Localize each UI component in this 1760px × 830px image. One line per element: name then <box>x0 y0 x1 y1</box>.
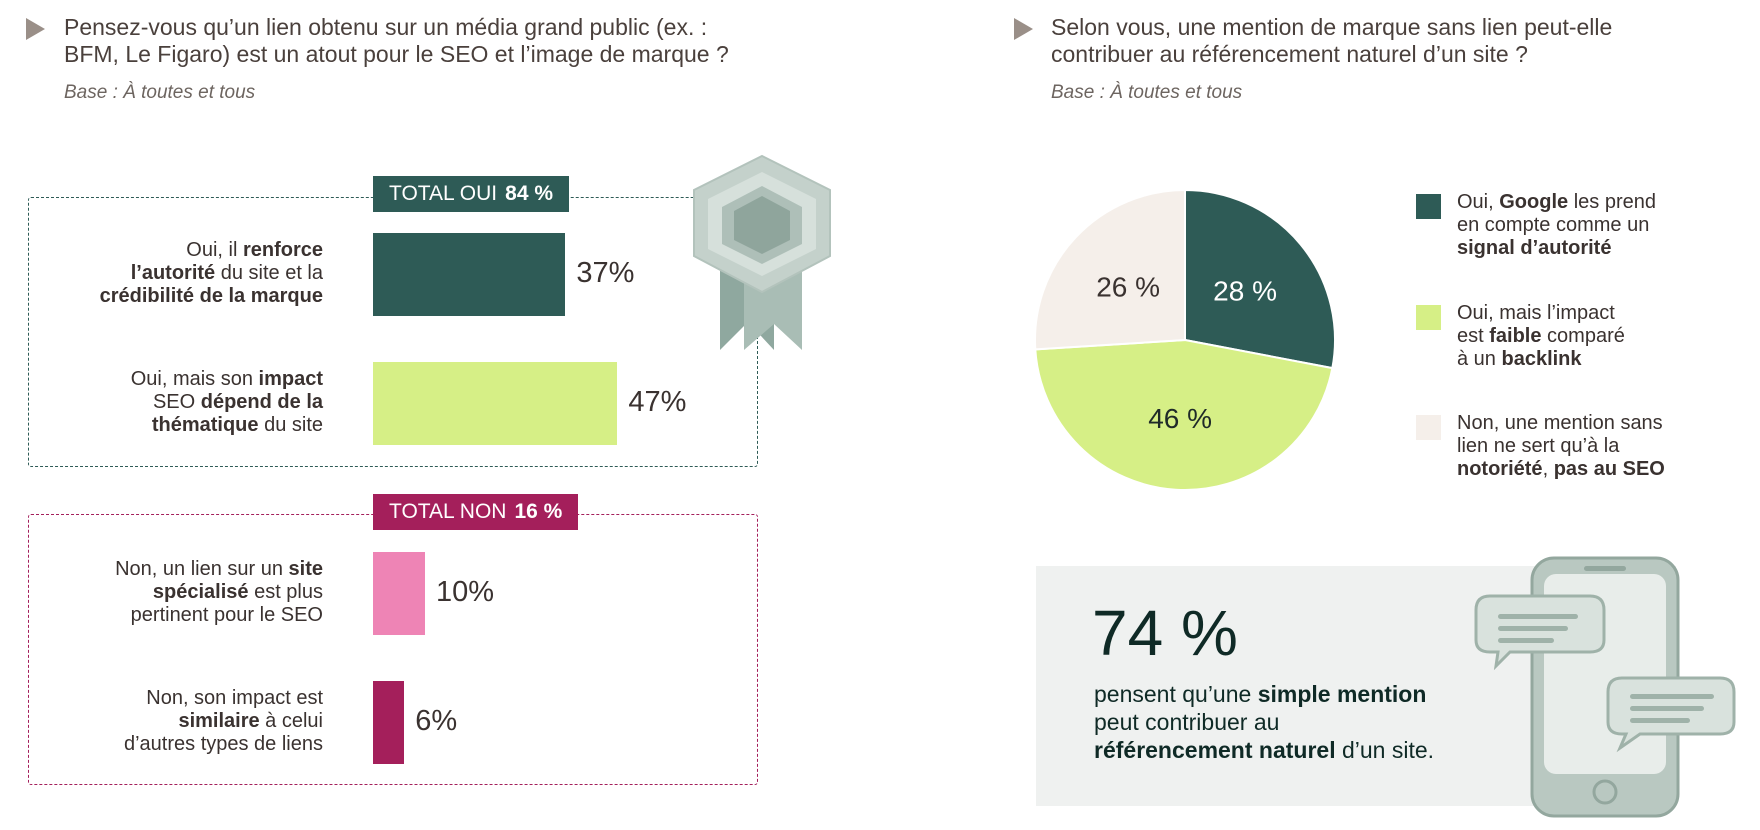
bar-category-label-part: impact <box>258 368 323 390</box>
legend-label-part: notoriété <box>1457 458 1543 480</box>
total-no-label: TOTAL NON <box>389 500 507 523</box>
bar-category-label-part: similaire <box>178 710 260 732</box>
bar-category-label: Oui, mais son impact SEO dépend de la thém… <box>23 368 323 437</box>
right-base-note: Base : À toutes et tous <box>1051 82 1243 103</box>
legend-label: Oui, Google les prend en compte comme un s… <box>1457 191 1717 260</box>
bar-category-label-part: pertinent pour le SEO <box>130 604 323 626</box>
legend-label-part: Oui, <box>1457 191 1500 213</box>
pie-slice <box>1034 188 1186 351</box>
callout-text-c: peut contribuer au <box>1094 709 1280 735</box>
callout-text: pensent qu’une simple mention peut contr… <box>1094 680 1494 764</box>
legend-label-part: en compte comme un <box>1457 214 1650 236</box>
callout-text-b: simple mention <box>1257 681 1427 707</box>
legend-label-part: Google <box>1499 191 1569 213</box>
pie-value-label: 28 % <box>1213 275 1277 306</box>
left-base-note: Base : À toutes et tous <box>64 82 256 103</box>
bar <box>373 681 405 764</box>
right-question-title: Selon vous, une mention de marque sans l… <box>1051 14 1751 68</box>
legend-label-part: lien ne sert qu’à la <box>1457 435 1620 457</box>
pie-value-label: 46 % <box>1148 403 1212 434</box>
bar-category-label-part: à celui <box>259 710 323 732</box>
bar <box>373 362 618 445</box>
callout-text-a: pensent qu’une <box>1094 681 1258 707</box>
legend-swatch <box>1416 194 1441 219</box>
bar <box>373 552 425 635</box>
bar-value-label: 6% <box>415 705 458 737</box>
bar-value-label: 37% <box>576 257 635 289</box>
bar-category-label-part: thématique <box>151 414 259 436</box>
legend-label-part: faible <box>1489 325 1542 347</box>
right-question-line-2: contribuer au référencement naturel d’un… <box>1051 41 1528 67</box>
legend-label-part: signal d’autorité <box>1457 237 1612 259</box>
legend-swatch <box>1416 305 1441 330</box>
left-question-line-2: BFM, Le Figaro) est un atout pour le SEO… <box>64 41 729 67</box>
total-no-value: 16 % <box>514 500 563 523</box>
legend-label-part: les prend <box>1568 191 1656 213</box>
bar-category-label-part: Oui, il <box>186 239 243 261</box>
legend-label-part: Oui, mais l’impact <box>1457 302 1615 324</box>
legend-label: Non, une mention sans lien ne sert qu’à l… <box>1457 412 1717 481</box>
bar-value-label: 47% <box>628 386 687 418</box>
total-no-badge: TOTAL NON 16 % <box>373 494 579 530</box>
legend-label: Oui, mais l’impact est faible comparé à un… <box>1457 302 1717 371</box>
left-question-line-1: Pensez-vous qu’un lien obtenu sur un méd… <box>64 14 708 40</box>
callout-text-e: d’un site. <box>1335 737 1435 763</box>
total-yes-value: 84 % <box>505 182 554 205</box>
legend-label-part: comparé <box>1541 325 1625 347</box>
bar-value-label: 10% <box>436 576 495 608</box>
callout-value: 74 % <box>1092 597 1238 669</box>
legend-label-part: est <box>1457 325 1490 347</box>
callout-text-d: référencement naturel <box>1094 737 1336 763</box>
award-ribbon-icon <box>693 154 831 350</box>
bar-category-label-part: est plus <box>248 581 323 603</box>
total-yes-badge: TOTAL OUI 84 % <box>373 176 570 212</box>
bar-category-label-part: Oui, mais son <box>130 368 259 390</box>
total-yes-label: TOTAL OUI <box>389 182 498 205</box>
bar-category-label: Non, un lien sur un site spécialisé est p… <box>23 558 323 627</box>
bar-category-label-part: SEO <box>152 391 201 413</box>
legend-label-part: à un <box>1457 348 1502 370</box>
legend-label-part: backlink <box>1501 348 1582 370</box>
pie-slice <box>1184 188 1336 370</box>
right-question-line-1: Selon vous, une mention de marque sans l… <box>1051 14 1613 40</box>
bar-category-label-part: spécialisé <box>152 581 249 603</box>
legend-swatch <box>1416 415 1441 440</box>
bar-category-label-part: dépend de la <box>200 391 323 413</box>
bar-category-label: Oui, il renforce l’autorité du site et la… <box>23 239 323 308</box>
bar-category-label-part: du site <box>258 414 323 436</box>
bar-category-label-part: renforce <box>242 239 323 261</box>
question-arrow-icon <box>1014 18 1033 40</box>
bar-category-label-part: Non, son impact est <box>146 687 323 709</box>
legend-label-part: Non, une mention sans <box>1457 412 1663 434</box>
bar-category-label-part: l’autorité <box>130 262 216 284</box>
bar-category-label-part: site <box>288 558 323 580</box>
bar-category-label: Non, son impact est similaire à celui d’au… <box>23 687 323 756</box>
question-arrow-icon <box>26 18 45 40</box>
pie-slice <box>1034 338 1334 491</box>
bar-category-label-part: crédibilité de la marque <box>99 285 323 307</box>
pie-value-label: 26 % <box>1096 272 1160 303</box>
left-question-title: Pensez-vous qu’un lien obtenu sur un méd… <box>64 14 824 68</box>
bar-category-label-part: du site et la <box>215 262 323 284</box>
bar <box>373 233 566 316</box>
legend-label-part: pas au SEO <box>1553 458 1665 480</box>
phone-chat-icon <box>1474 556 1736 818</box>
bar-category-label-part: d’autres types de liens <box>123 733 323 755</box>
pie-chart: 28 % 46 % 26 % <box>1034 188 1336 491</box>
bar-category-label-part: Non, un lien sur un <box>115 558 289 580</box>
legend-label-part: , <box>1542 458 1554 480</box>
